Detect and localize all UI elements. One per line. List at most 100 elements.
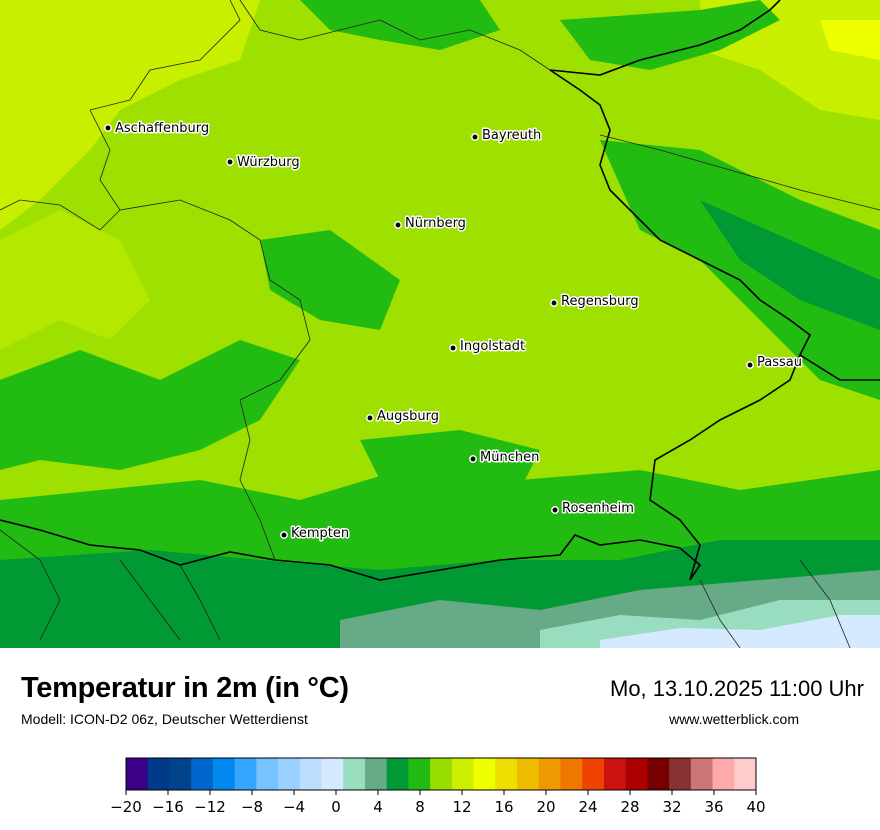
legend-color-swatch (560, 758, 583, 790)
map-footer: Temperatur in 2m (in °C) Modell: ICON-D2… (0, 648, 880, 830)
temperature-map[interactable]: Aschaffenburg Würzburg Bayreuth Nürnberg… (0, 0, 880, 648)
legend-tick-label: 16 (494, 798, 513, 816)
legend-tick-label: −4 (283, 798, 305, 816)
city-marker (551, 506, 559, 514)
legend-tick-label: −20 (110, 798, 142, 816)
city-muenchen[interactable]: München (469, 449, 541, 467)
city-label: Passau (757, 355, 802, 370)
cold-band-bavarian-forest (700, 200, 880, 330)
state-border-hesse-north (89, 0, 241, 111)
city-marker (226, 158, 234, 166)
legend-color-swatch (495, 758, 518, 790)
legend-border (125, 757, 757, 791)
legend-color-swatch (386, 758, 409, 790)
legend-color-swatch (234, 758, 257, 790)
cool-band-w (0, 340, 300, 470)
cool-spot-franconia (260, 230, 400, 330)
website-link[interactable]: www.wetterblick.com (669, 711, 799, 727)
city-marker (746, 361, 754, 369)
legend-color-swatch (191, 758, 214, 790)
color-legend: −20 −16 −12 −8 −4 0 4 8 12 16 20 24 28 32 36 40 (110, 757, 766, 816)
city-kempten[interactable]: Kempten (280, 525, 351, 543)
map-canvas: Aschaffenburg Würzburg Bayreuth Nürnberg… (0, 0, 880, 648)
region-border-ne (599, 134, 880, 211)
city-marker (280, 531, 288, 539)
state-border-thuringia (239, 0, 551, 71)
cool-band-n (300, 0, 500, 50)
city-bayreuth[interactable]: Bayreuth (471, 127, 543, 145)
legend-tick-label: −16 (152, 798, 184, 816)
legend-color-swatch (430, 758, 453, 790)
legend-color-swatch (126, 758, 149, 790)
legend-color-swatch (582, 758, 605, 790)
legend-tick-label: 36 (704, 798, 723, 816)
city-marker (471, 133, 479, 141)
legend-color-swatch (625, 758, 648, 790)
legend-color-swatch (712, 758, 735, 790)
city-marker (469, 455, 477, 463)
legend-color-swatch (734, 758, 757, 790)
legend-color-swatch (147, 758, 170, 790)
legend-color-swatch (517, 758, 540, 790)
legend-tick-label: −12 (194, 798, 226, 816)
city-augsburg[interactable]: Augsburg (366, 408, 441, 426)
legend-tick-label: 40 (746, 798, 765, 816)
legend-color-swatch (256, 758, 279, 790)
city-passau[interactable]: Passau (746, 354, 803, 372)
city-label: Nürnberg (405, 216, 466, 231)
legend-color-swatch (364, 758, 388, 790)
legend-tick-label: 4 (373, 798, 383, 816)
city-aschaffenburg[interactable]: Aschaffenburg (104, 120, 211, 138)
city-rosenheim[interactable]: Rosenheim (551, 500, 635, 518)
alpine-borders (0, 529, 851, 648)
legend-color-swatch (538, 758, 561, 790)
map-title: Temperatur in 2m (in °C) (21, 672, 349, 704)
forecast-datetime: Mo, 13.10.2025 11:00 Uhr (610, 676, 864, 701)
legend-color-swatch (212, 758, 236, 790)
city-regensburg[interactable]: Regensburg (550, 293, 640, 311)
legend-tick-label: 28 (620, 798, 639, 816)
legend-color-swatch (603, 758, 627, 790)
city-label: Würzburg (237, 155, 300, 170)
city-label: Kempten (291, 526, 349, 541)
warm-spot-ne (820, 20, 880, 60)
legend-color-swatch (343, 758, 366, 790)
national-border-south (0, 353, 880, 581)
legend-color-swatch (169, 758, 192, 790)
legend-tick-label: 20 (536, 798, 555, 816)
legend-color-swatch (299, 758, 323, 790)
legend-tick-label: 24 (578, 798, 597, 816)
legend-color-swatch (669, 758, 692, 790)
city-label: Ingolstadt (460, 339, 525, 354)
legend-color-swatch (690, 758, 714, 790)
city-marker (449, 344, 457, 352)
city-marker (550, 299, 558, 307)
city-ingolstadt[interactable]: Ingolstadt (449, 338, 527, 356)
model-source: Modell: ICON-D2 06z, Deutscher Wetterdie… (21, 711, 308, 727)
warm-region-nw (0, 0, 260, 230)
city-label: Augsburg (377, 409, 439, 424)
legend-color-swatch (647, 758, 670, 790)
city-label: Bayreuth (482, 128, 541, 143)
city-label: Aschaffenburg (115, 121, 209, 136)
legend-tick-label: 8 (415, 798, 425, 816)
warm-region-w (0, 210, 150, 350)
city-marker (366, 414, 374, 422)
legend-color-swatch (473, 758, 496, 790)
city-label: Regensburg (561, 294, 639, 309)
legend-color-swatch (321, 758, 344, 790)
national-border-north (549, 0, 781, 76)
legend-color-bar (125, 757, 757, 791)
legend-tick-label: 0 (331, 798, 341, 816)
city-wuerzburg[interactable]: Würzburg (226, 154, 301, 172)
legend-tick-label: 32 (662, 798, 681, 816)
city-nuernberg[interactable]: Nürnberg (394, 215, 467, 233)
alps-peaks (600, 615, 880, 648)
legend-tick-label: −8 (241, 798, 263, 816)
city-marker (104, 124, 112, 132)
legend-color-swatch (278, 758, 301, 790)
legend-color-swatch (451, 758, 475, 790)
legend-ticks: −20 −16 −12 −8 −4 0 4 8 12 16 20 24 28 32 36 40 (110, 790, 766, 816)
state-border-bw (119, 199, 311, 561)
cool-band-ne (560, 0, 780, 70)
